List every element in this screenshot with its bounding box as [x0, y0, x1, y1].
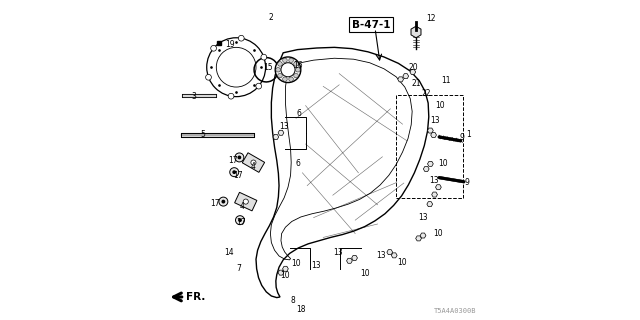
Text: 13: 13 — [429, 116, 440, 124]
Text: 6: 6 — [297, 109, 301, 118]
Circle shape — [235, 153, 244, 162]
Text: 22: 22 — [422, 89, 431, 98]
Text: T5A4A0300B: T5A4A0300B — [434, 308, 476, 314]
Text: 3: 3 — [191, 92, 196, 100]
Text: 13: 13 — [418, 213, 428, 222]
Text: 10: 10 — [438, 159, 448, 168]
Text: 13: 13 — [311, 261, 321, 270]
Circle shape — [238, 35, 244, 41]
Circle shape — [289, 77, 293, 81]
Circle shape — [236, 216, 244, 225]
Circle shape — [251, 160, 256, 165]
Circle shape — [243, 199, 248, 204]
Text: 9: 9 — [460, 133, 465, 142]
Circle shape — [205, 74, 211, 80]
Circle shape — [278, 62, 282, 66]
Circle shape — [283, 77, 287, 81]
Text: 18: 18 — [297, 305, 306, 314]
Text: 13: 13 — [333, 248, 342, 257]
Circle shape — [219, 197, 228, 206]
Text: 10: 10 — [435, 101, 445, 110]
Circle shape — [232, 170, 236, 174]
Text: 17: 17 — [236, 218, 246, 227]
Circle shape — [230, 168, 239, 177]
Text: 1: 1 — [467, 130, 471, 139]
Text: 21: 21 — [412, 79, 420, 88]
Circle shape — [256, 83, 262, 89]
Circle shape — [261, 54, 267, 60]
Text: 9: 9 — [464, 178, 469, 187]
Text: 10: 10 — [280, 271, 290, 280]
Text: 13: 13 — [429, 176, 439, 185]
Text: 12: 12 — [427, 14, 436, 23]
Text: 6: 6 — [295, 159, 300, 168]
Text: 10: 10 — [291, 260, 301, 268]
Text: 8: 8 — [291, 296, 295, 305]
Text: 10: 10 — [433, 229, 444, 238]
Text: FR.: FR. — [186, 292, 205, 302]
Text: 15: 15 — [263, 63, 273, 72]
Circle shape — [211, 45, 216, 51]
Circle shape — [221, 200, 225, 204]
Text: 14: 14 — [224, 248, 234, 257]
Circle shape — [281, 63, 295, 77]
Circle shape — [278, 73, 282, 78]
Text: 19: 19 — [225, 40, 235, 49]
Text: 17: 17 — [233, 171, 243, 180]
Text: 11: 11 — [442, 76, 451, 84]
Polygon shape — [235, 192, 257, 211]
Circle shape — [289, 58, 293, 63]
Text: 5: 5 — [201, 130, 205, 139]
Circle shape — [296, 68, 300, 72]
Text: 4: 4 — [239, 202, 244, 211]
Circle shape — [294, 73, 298, 78]
Circle shape — [276, 68, 280, 72]
Text: 4: 4 — [250, 162, 255, 171]
Circle shape — [238, 218, 242, 222]
Text: 10: 10 — [360, 269, 370, 278]
Text: 17: 17 — [228, 156, 238, 164]
Text: 16: 16 — [293, 61, 303, 70]
Circle shape — [275, 57, 301, 83]
Polygon shape — [243, 153, 264, 172]
Text: 7: 7 — [236, 264, 241, 273]
Text: 20: 20 — [409, 63, 419, 72]
Circle shape — [228, 93, 234, 99]
Circle shape — [237, 156, 241, 159]
Text: 13: 13 — [376, 252, 386, 260]
Circle shape — [283, 58, 287, 63]
Text: 17: 17 — [210, 199, 220, 208]
Text: 10: 10 — [397, 258, 406, 267]
Text: 13: 13 — [279, 122, 289, 131]
Circle shape — [294, 62, 298, 66]
Text: B-47-1: B-47-1 — [352, 20, 390, 30]
Text: 2: 2 — [268, 13, 273, 22]
